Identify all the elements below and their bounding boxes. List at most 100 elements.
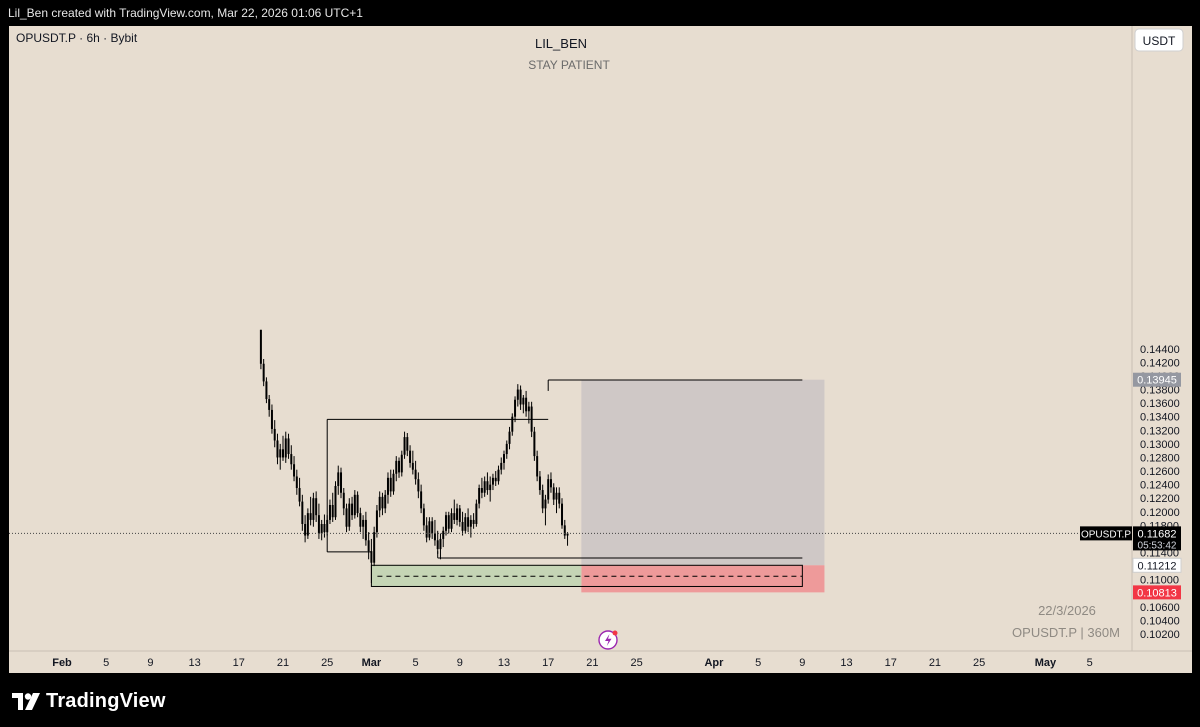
candle xyxy=(544,494,547,526)
candle xyxy=(533,426,536,461)
candle xyxy=(295,469,298,495)
lightning-icon[interactable] xyxy=(598,630,618,650)
candle xyxy=(326,515,329,536)
price-tick-label: 0.12600 xyxy=(1140,466,1180,478)
time-tick-label: 17 xyxy=(885,657,897,669)
time-tick-label: 13 xyxy=(188,657,200,669)
candle-body xyxy=(519,389,522,405)
price-tick-label: 0.12000 xyxy=(1140,507,1180,519)
candle xyxy=(279,443,282,470)
candle-body xyxy=(494,477,497,482)
chart-frame: 0.144000.142000.140000.138000.136000.134… xyxy=(9,26,1192,673)
candle-body xyxy=(265,381,268,400)
candle xyxy=(370,538,373,584)
candle xyxy=(375,504,378,538)
candle xyxy=(304,515,307,543)
price-tick-label: 0.10600 xyxy=(1140,602,1180,614)
candle-body xyxy=(458,508,461,522)
candle xyxy=(555,487,558,514)
candle-body xyxy=(409,450,412,463)
candle-body xyxy=(400,454,403,473)
stop-price-text: 0.10813 xyxy=(1137,587,1177,599)
candle xyxy=(552,483,555,505)
time-tick-label: 9 xyxy=(147,657,153,669)
current-price-tag xyxy=(1133,526,1181,551)
candlestick-chart[interactable]: 0.144000.142000.140000.138000.136000.134… xyxy=(9,26,1192,673)
candle xyxy=(386,472,389,504)
price-tick-label: 0.13200 xyxy=(1140,425,1180,437)
price-tick-label: 0.11000 xyxy=(1140,575,1179,587)
candle-body xyxy=(549,479,552,488)
candle-body xyxy=(276,440,279,458)
candle xyxy=(309,496,312,526)
candle xyxy=(284,431,287,463)
candle-body xyxy=(331,504,334,518)
candle xyxy=(472,513,475,529)
candle-body xyxy=(552,487,555,500)
candle-body xyxy=(472,519,475,525)
demand-zone xyxy=(371,565,582,587)
tradingview-logo[interactable]: TradingView xyxy=(12,688,166,714)
candle-body xyxy=(497,469,500,482)
candle-body xyxy=(389,477,392,492)
candle-body xyxy=(414,469,417,480)
candle-body xyxy=(480,488,483,493)
candle-body xyxy=(317,515,320,534)
candle xyxy=(262,359,265,387)
candle xyxy=(549,472,552,493)
candle-body xyxy=(384,494,387,509)
candle-body xyxy=(467,517,470,527)
symbol-info[interactable]: OPUSDT.P · 6h · Bybit xyxy=(16,31,138,45)
candle-body xyxy=(491,477,494,485)
candle xyxy=(315,491,318,522)
candle xyxy=(320,519,323,541)
price-tick-label: 0.14400 xyxy=(1140,344,1180,356)
current-price-text: 0.11682 xyxy=(1138,528,1177,540)
price-tick-label: 0.14200 xyxy=(1140,357,1180,369)
candle-body xyxy=(563,525,566,536)
tradingview-brand: TradingView xyxy=(46,689,166,712)
time-tick-label: 25 xyxy=(630,657,642,669)
candle xyxy=(398,457,401,478)
candle xyxy=(486,472,489,495)
candle-body xyxy=(453,513,456,520)
candle xyxy=(453,499,456,525)
candle xyxy=(400,450,403,477)
candle-body xyxy=(461,521,464,531)
candle-body xyxy=(447,515,450,529)
candle-body xyxy=(469,519,472,527)
candle-body xyxy=(433,533,436,541)
candle-body xyxy=(370,551,373,563)
candle xyxy=(301,494,304,531)
current-symbol-tag xyxy=(1080,526,1132,541)
candle xyxy=(276,433,279,465)
watermark-date: 22/3/2026 xyxy=(1038,603,1096,618)
time-tick-label: Mar xyxy=(362,657,382,669)
candle-body xyxy=(351,503,354,516)
time-tick-label: 17 xyxy=(233,657,245,669)
target-price-text: 0.13945 xyxy=(1137,375,1177,387)
candle xyxy=(406,433,409,457)
candle xyxy=(483,476,486,497)
price-tick-label: 0.12400 xyxy=(1140,480,1180,492)
candle xyxy=(541,484,544,514)
candle xyxy=(334,481,337,520)
candle-body xyxy=(268,399,271,410)
candle-body xyxy=(525,397,528,412)
candle-body xyxy=(298,488,301,502)
candle xyxy=(287,433,290,459)
candle-body xyxy=(334,485,337,518)
candle-body xyxy=(403,437,406,455)
target-zone xyxy=(581,379,825,566)
candle-body xyxy=(353,494,356,516)
candle xyxy=(392,469,395,495)
candle-body xyxy=(541,490,544,509)
candle xyxy=(373,526,376,567)
stop-price-tag xyxy=(1133,585,1181,600)
currency-button[interactable] xyxy=(1134,28,1184,52)
candle xyxy=(265,377,268,404)
candle-body xyxy=(337,472,340,486)
candle xyxy=(409,445,412,468)
candle-body xyxy=(356,494,359,514)
candle xyxy=(351,496,354,520)
